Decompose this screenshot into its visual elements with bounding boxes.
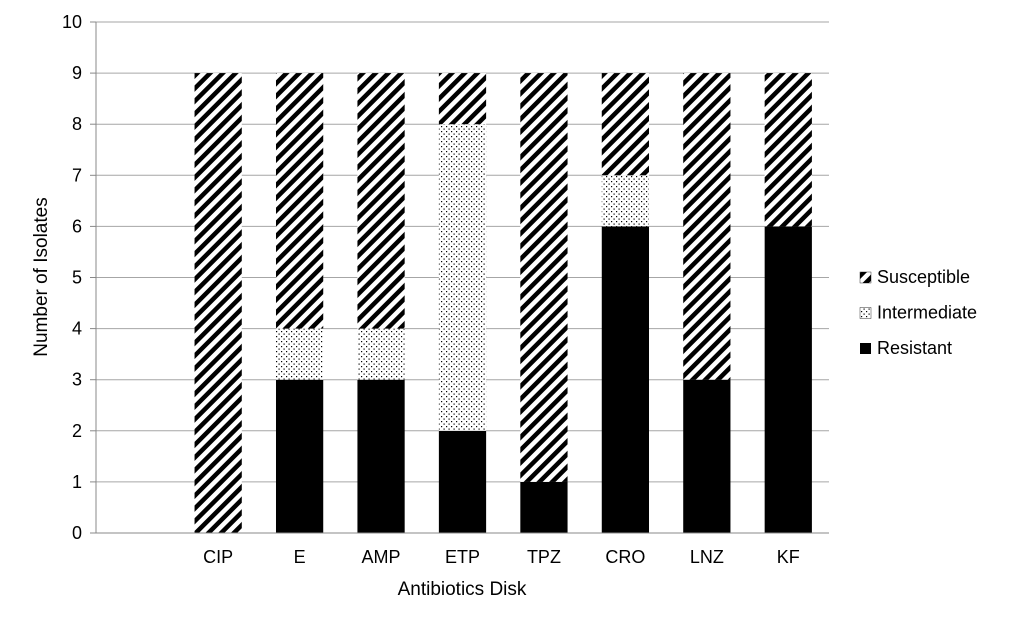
x-tick-label: CIP bbox=[203, 547, 233, 567]
bar-segment-susceptible-etp bbox=[438, 73, 487, 125]
y-tick-label: 7 bbox=[72, 165, 82, 185]
legend-label-susceptible: Susceptible bbox=[877, 267, 970, 287]
x-tick-label: CRO bbox=[605, 547, 645, 567]
bar-segment-susceptible-cip bbox=[194, 73, 242, 533]
bar-segment-resistant-amp bbox=[357, 379, 405, 533]
bar-segment-susceptible-cro bbox=[601, 73, 650, 176]
bar-segment-intermediate-e bbox=[275, 328, 324, 380]
x-tick-labels: CIP E AMP ETP TPZ CRO LNZ KF bbox=[203, 547, 800, 567]
bar-segment-resistant-cro bbox=[601, 226, 650, 533]
y-tick-label: 6 bbox=[72, 216, 82, 236]
x-tick-label: ETP bbox=[445, 547, 480, 567]
x-tick-label: KF bbox=[777, 547, 800, 567]
x-tick-label: AMP bbox=[362, 547, 401, 567]
bar-segment-susceptible-e bbox=[275, 73, 324, 329]
y-tick-label: 8 bbox=[72, 114, 82, 134]
bar-segment-susceptible-kf bbox=[764, 73, 812, 227]
y-tick-label: 2 bbox=[72, 421, 82, 441]
y-tick-label: 5 bbox=[72, 268, 82, 288]
legend-swatch-susceptible bbox=[859, 271, 872, 284]
legend-label-resistant: Resistant bbox=[877, 338, 952, 358]
bars bbox=[194, 73, 812, 533]
legend-label-intermediate: Intermediate bbox=[877, 303, 977, 323]
bar-segment-resistant-lnz bbox=[683, 379, 731, 533]
x-axis-title: Antibiotics Disk bbox=[398, 579, 527, 600]
y-tick-label: 9 bbox=[72, 63, 82, 83]
bar-segment-intermediate-amp bbox=[357, 328, 405, 380]
legend: Susceptible Intermediate Resistant bbox=[859, 267, 977, 358]
y-tick-labels: 0 1 2 3 4 5 6 7 8 9 10 bbox=[62, 12, 82, 543]
x-tick-label: TPZ bbox=[527, 547, 561, 567]
axes bbox=[95, 22, 829, 534]
y-tick-label: 1 bbox=[72, 472, 82, 492]
bar-segment-resistant-e bbox=[275, 379, 324, 533]
bar-segment-susceptible-lnz bbox=[683, 73, 731, 380]
y-tick-label: 0 bbox=[72, 523, 82, 543]
y-tick-label: 3 bbox=[72, 370, 82, 390]
y-tick-label: 10 bbox=[62, 12, 82, 32]
y-tick-label: 4 bbox=[72, 319, 82, 339]
bar-segment-resistant-kf bbox=[764, 226, 812, 533]
bar-segment-susceptible-amp bbox=[357, 73, 405, 329]
legend-swatch-resistant bbox=[860, 343, 871, 354]
bar-segment-intermediate-cro bbox=[601, 175, 650, 227]
bar-segment-resistant-etp bbox=[438, 430, 487, 533]
bar-segment-resistant-tpz bbox=[520, 481, 568, 533]
bar-segment-intermediate-etp bbox=[438, 124, 487, 431]
x-tick-label: E bbox=[294, 547, 306, 567]
legend-swatch-intermediate bbox=[859, 307, 872, 319]
x-tick-label: LNZ bbox=[690, 547, 724, 567]
bar-segment-susceptible-tpz bbox=[520, 73, 568, 482]
y-axis-title: Number of Isolates bbox=[31, 197, 52, 356]
